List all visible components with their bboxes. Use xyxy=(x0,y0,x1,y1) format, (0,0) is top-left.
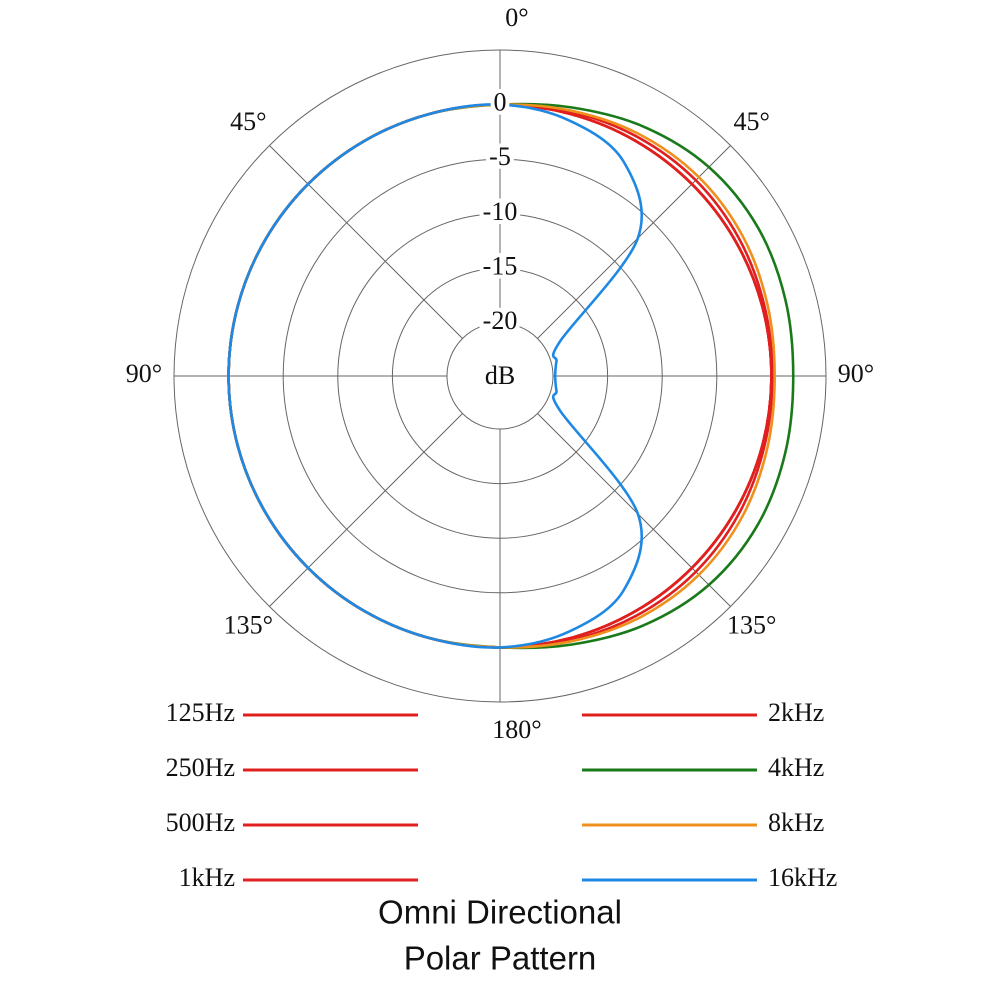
angle-label: 180° xyxy=(492,715,541,744)
angle-label: 45° xyxy=(734,107,770,136)
angle-spoke xyxy=(537,413,731,607)
angle-label: 0° xyxy=(505,3,528,32)
r-tick-label: -10 xyxy=(483,197,518,226)
legend-label: 2kHz xyxy=(768,698,824,727)
legend-label: 1kHz xyxy=(179,863,235,892)
angle-label: 45° xyxy=(230,107,266,136)
r-tick-label: -20 xyxy=(483,306,518,335)
grid-ring xyxy=(337,213,663,539)
legend-label: 16kHz xyxy=(768,863,837,892)
angle-label: 135° xyxy=(224,611,273,640)
angle-label: 90° xyxy=(838,359,874,388)
grid-ring xyxy=(282,158,718,594)
r-tick-label: -15 xyxy=(483,251,518,280)
angle-spoke xyxy=(269,413,463,607)
chart-title: Omni Directional xyxy=(378,894,622,931)
legend-label: 4kHz xyxy=(768,753,824,782)
polar-line xyxy=(227,103,643,649)
r-tick-label: 0 xyxy=(494,88,507,117)
legend-label: 250Hz xyxy=(166,753,235,782)
angle-spoke xyxy=(269,145,463,339)
angle-spoke xyxy=(537,145,731,339)
legend-label: 8kHz xyxy=(768,808,824,837)
grid-ring xyxy=(446,322,554,430)
legend-label: 125Hz xyxy=(166,698,235,727)
chart-title: Polar Pattern xyxy=(404,940,597,977)
r-tick-label: -5 xyxy=(489,142,511,171)
grid-ring xyxy=(391,267,609,485)
angle-label: 135° xyxy=(727,611,776,640)
legend-label: 500Hz xyxy=(166,808,235,837)
r-axis-label: dB xyxy=(485,361,515,390)
angle-label: 90° xyxy=(126,359,162,388)
